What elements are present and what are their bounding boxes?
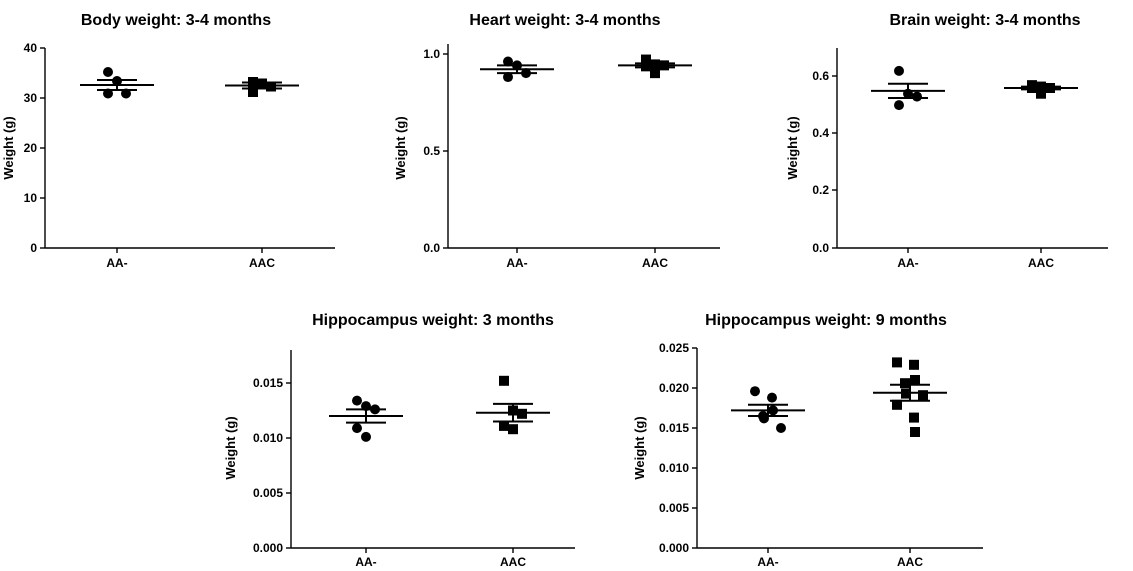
y-axis-label: Weight (g) xyxy=(223,416,238,479)
data-point-circle xyxy=(894,65,904,76)
y-tick-label: 40 xyxy=(24,41,38,55)
x-category-label: AAC xyxy=(1028,256,1054,270)
y-axis-label: Weight (g) xyxy=(1,116,16,179)
y-tick-label: 1.0 xyxy=(423,47,440,61)
data-point-square xyxy=(641,54,651,65)
data-point-circle xyxy=(750,386,760,397)
data-point-square xyxy=(499,420,509,431)
data-point-circle xyxy=(912,91,922,102)
data-point-square xyxy=(650,68,660,79)
chart-title: Hippocampus weight: 9 months xyxy=(705,312,947,329)
x-axis: AA- AAC xyxy=(45,247,335,270)
y-axis: 0 10 20 30 40 xyxy=(24,41,46,255)
x-category-label: AA- xyxy=(897,256,918,270)
x-axis: AA- AAC xyxy=(837,247,1108,270)
data-point-square xyxy=(1036,88,1046,99)
plot-marks xyxy=(731,357,947,437)
y-tick-label: 0.2 xyxy=(812,183,829,197)
y-axis: 0.0 0.5 1.0 xyxy=(423,44,449,255)
y-tick-label: 0.005 xyxy=(659,501,689,515)
x-category-label: AAC xyxy=(642,256,668,270)
plot-marks xyxy=(329,375,550,442)
data-point-square xyxy=(508,424,518,435)
plot-marks xyxy=(480,54,692,83)
x-category-label: AA- xyxy=(355,555,376,569)
data-point-circle xyxy=(767,392,777,403)
y-tick-label: 0.020 xyxy=(659,381,689,395)
y-tick-label: 0 xyxy=(30,241,37,255)
data-point-square xyxy=(910,375,920,385)
x-category-label: AAC xyxy=(249,256,275,270)
y-tick-label: 20 xyxy=(24,141,38,155)
x-axis: AA- AAC xyxy=(697,547,983,569)
plot-marks xyxy=(80,67,299,99)
data-point-square xyxy=(517,408,527,419)
chart-title: Heart weight: 3-4 months xyxy=(469,12,660,29)
data-point-square xyxy=(909,412,919,423)
y-tick-label: 0.000 xyxy=(253,541,283,555)
y-tick-label: 0.010 xyxy=(253,431,283,445)
data-point-square xyxy=(900,378,910,389)
data-point-circle xyxy=(894,100,904,111)
data-point-circle xyxy=(361,431,371,442)
data-point-circle xyxy=(776,423,786,433)
y-tick-label: 0.015 xyxy=(253,376,283,390)
panel-brain-weight: Brain weight: 3-4 months Weight (g) 0.0 … xyxy=(785,12,1108,270)
panel-hippocampus-3-months: Hippocampus weight: 3 months Weight (g) … xyxy=(223,312,575,569)
data-point-square xyxy=(910,427,920,437)
y-tick-label: 0.005 xyxy=(253,486,283,500)
y-tick-label: 0.6 xyxy=(812,69,829,83)
y-axis-label: Weight (g) xyxy=(632,416,647,479)
y-tick-label: 0.0 xyxy=(812,241,829,255)
data-point-circle xyxy=(352,423,362,434)
panel-heart-weight: Heart weight: 3-4 months Weight (g) 0.0 … xyxy=(393,12,720,270)
x-category-label: AAC xyxy=(897,555,923,569)
data-point-square xyxy=(248,87,258,97)
chart-title: Body weight: 3-4 months xyxy=(81,12,271,29)
y-axis: 0.000 0.005 0.010 0.015 0.020 0.025 xyxy=(659,341,698,555)
y-axis-label: Weight (g) xyxy=(785,116,800,179)
chart-title: Brain weight: 3-4 months xyxy=(889,12,1080,29)
x-category-label: AA- xyxy=(506,256,527,270)
x-category-label: AA- xyxy=(106,256,127,270)
y-tick-label: 10 xyxy=(24,191,38,205)
data-point-square xyxy=(499,375,509,386)
panel-hippocampus-9-months: Hippocampus weight: 9 months Weight (g) … xyxy=(632,312,983,569)
chart-title: Hippocampus weight: 3 months xyxy=(312,312,554,329)
data-point-square xyxy=(892,399,902,410)
data-point-square xyxy=(909,359,919,370)
y-axis-label: Weight (g) xyxy=(393,116,408,179)
x-axis: AA- AAC xyxy=(448,247,720,270)
y-tick-label: 0.000 xyxy=(659,541,689,555)
y-tick-label: 0.010 xyxy=(659,461,689,475)
plot-marks xyxy=(871,65,1078,111)
data-point-circle xyxy=(352,395,362,406)
y-tick-label: 30 xyxy=(24,91,38,105)
data-point-circle xyxy=(103,67,113,77)
data-point-circle xyxy=(503,56,513,67)
data-point-square xyxy=(918,390,928,401)
y-tick-label: 0.015 xyxy=(659,421,689,435)
y-axis: 0.0 0.2 0.4 0.6 xyxy=(812,48,838,255)
panel-body-weight: Body weight: 3-4 months Weight (g) 0 10 … xyxy=(1,12,335,270)
y-tick-label: 0.025 xyxy=(659,341,689,355)
y-tick-label: 0.5 xyxy=(423,144,440,158)
x-category-label: AAC xyxy=(500,555,526,569)
x-category-label: AA- xyxy=(757,555,778,569)
y-axis: 0.000 0.005 0.010 0.015 xyxy=(253,350,292,555)
data-point-circle xyxy=(503,72,513,83)
x-axis: AA- AAC xyxy=(291,547,575,569)
y-tick-label: 0.4 xyxy=(812,126,829,140)
data-point-square xyxy=(892,357,902,368)
y-tick-label: 0.0 xyxy=(423,241,440,255)
